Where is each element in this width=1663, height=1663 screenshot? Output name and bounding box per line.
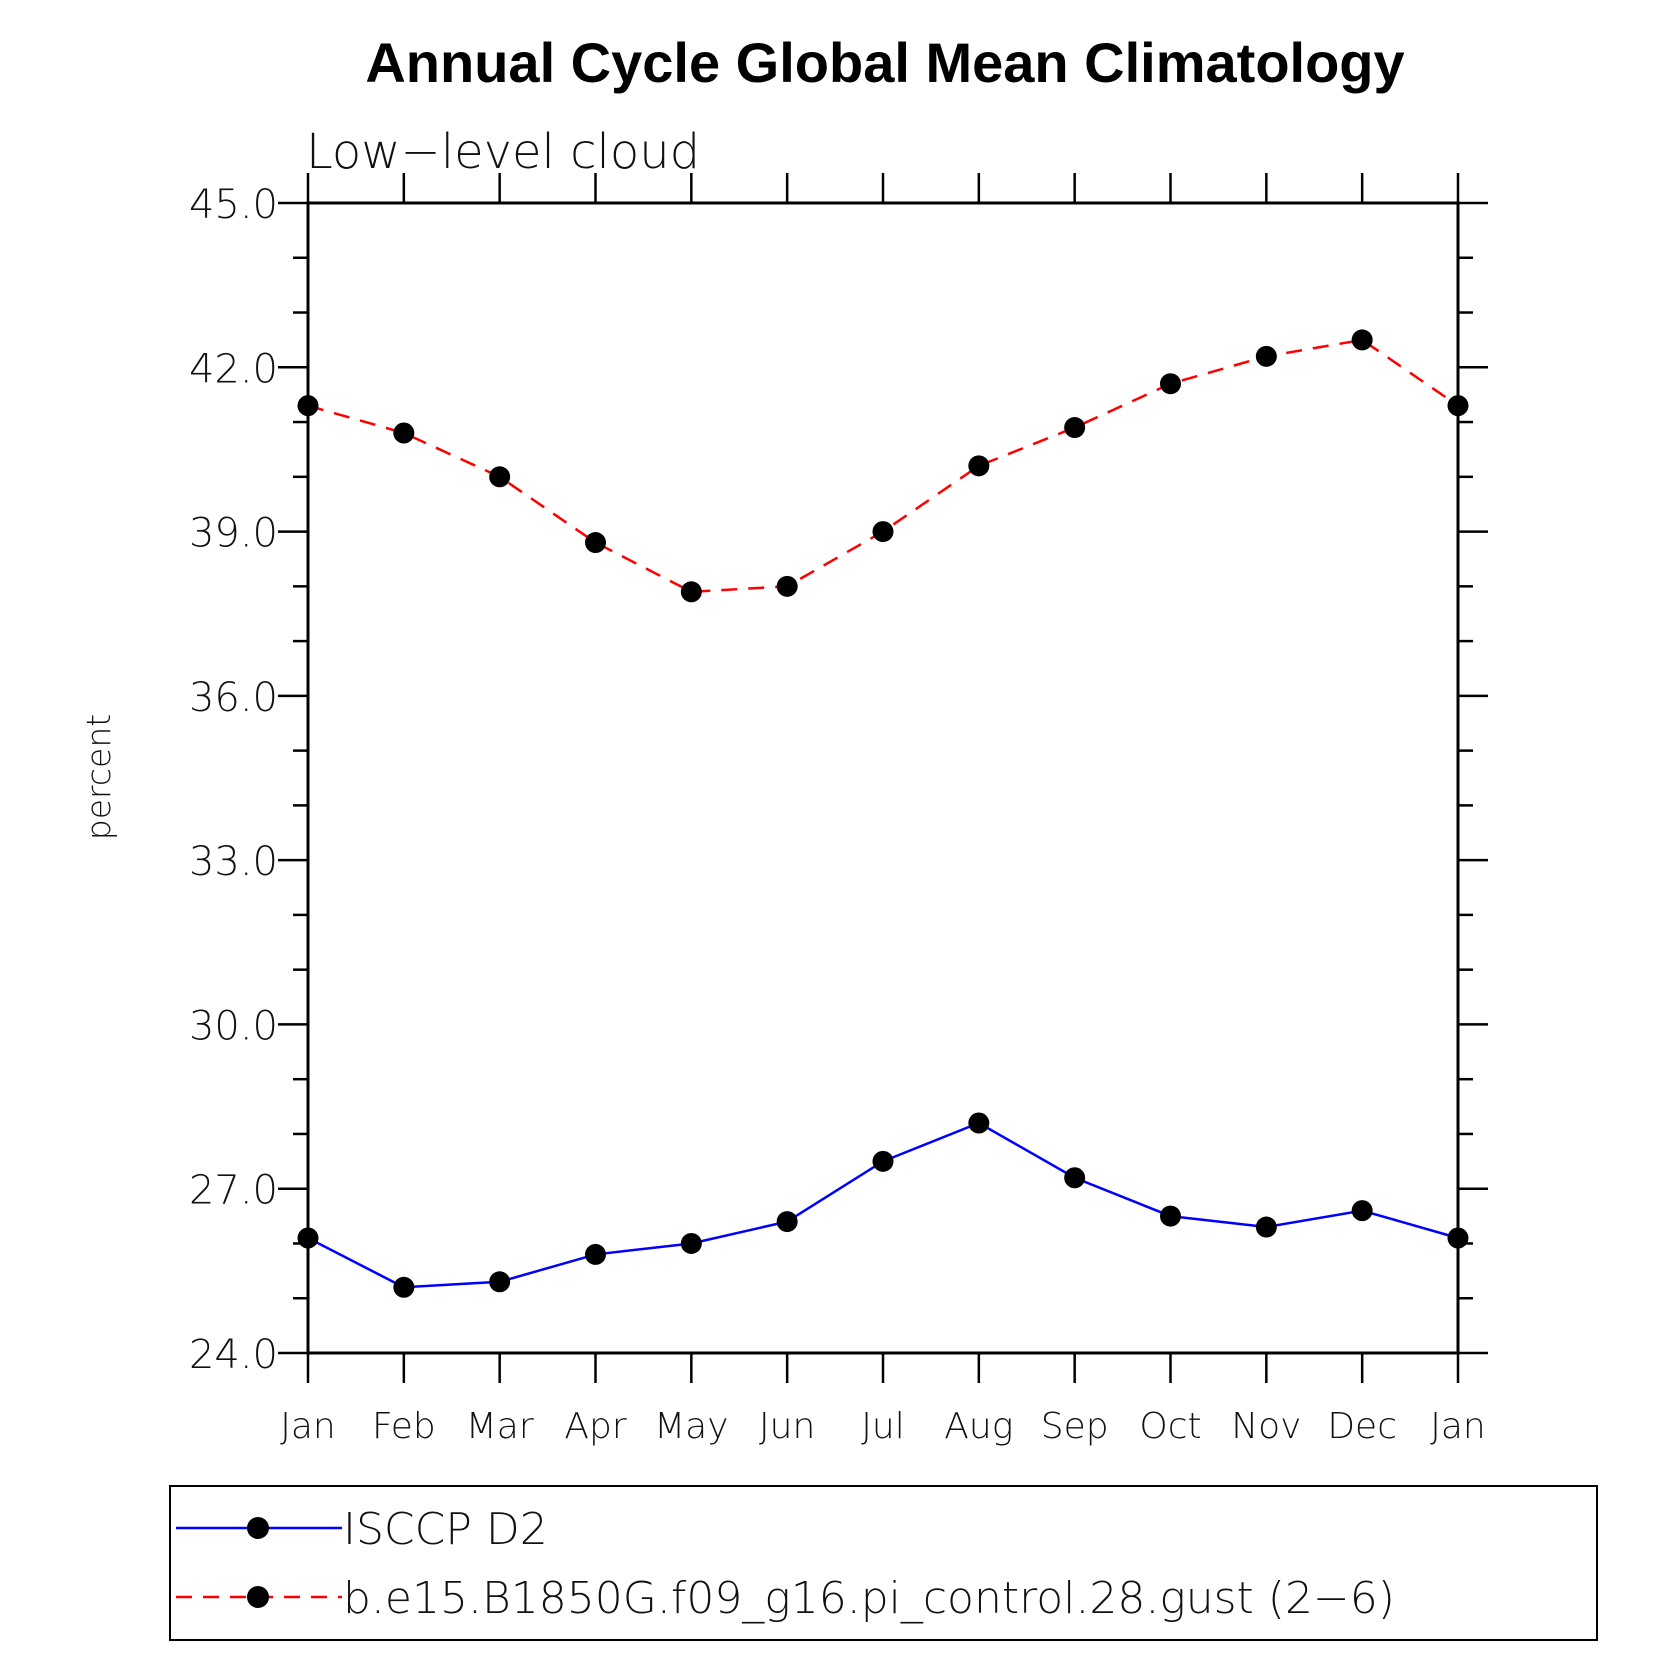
data-point — [1255, 1216, 1277, 1238]
data-point — [680, 1232, 702, 1254]
data-point — [776, 575, 798, 597]
y-tick-label: 33.0 — [189, 839, 278, 885]
data-point — [489, 466, 511, 488]
data-point — [1160, 1205, 1181, 1227]
data-point — [489, 1271, 511, 1293]
chart-title: Annual Cycle Global Mean Climatology — [365, 31, 1404, 94]
x-tick-label: Nov — [1231, 1406, 1301, 1447]
x-tick-label: Dec — [1327, 1406, 1397, 1447]
legend-label-isccp: ISCCP D2 — [343, 1504, 548, 1555]
legend-label-model: b.e15.B1850G.f09_g16.pi_control.28.gust … — [343, 1573, 1395, 1624]
y-tick-labels: 24.0 27.0 30.0 33.0 36.0 39.0 42.0 45.0 — [189, 182, 278, 1378]
data-point — [872, 1150, 894, 1172]
legend: ISCCP D2 b.e15.B1850G.f09_g16.pi_control… — [169, 1485, 1598, 1641]
y-tick-label: 39.0 — [189, 511, 278, 557]
series-1 — [297, 329, 1469, 603]
data-point — [297, 395, 319, 417]
data-point — [968, 1112, 990, 1134]
data-point — [1447, 1227, 1469, 1249]
data-point — [1351, 1200, 1373, 1222]
x-tick-label: Sep — [1041, 1406, 1109, 1447]
series-line — [307, 338, 1459, 594]
data-point — [393, 1276, 415, 1298]
series-line — [307, 1121, 1459, 1289]
x-tick-label: Feb — [372, 1406, 436, 1447]
data-point — [1351, 329, 1373, 351]
y-tick-label: 24.0 — [189, 1332, 278, 1378]
data-point — [872, 521, 894, 543]
data-point — [1447, 395, 1469, 417]
chart-subtitle: Low−level cloud — [306, 124, 700, 180]
x-tick-label: Jul — [861, 1406, 904, 1447]
x-tick-label: Aug — [944, 1406, 1013, 1447]
legend-marker-isccp — [247, 1517, 269, 1539]
data-point — [393, 422, 415, 444]
x-tick-label: Oct — [1139, 1406, 1201, 1447]
plot-frame — [306, 201, 1460, 1355]
x-tick-labels: Jan Feb Mar Apr May Jun Jul Aug Sep Oct Nov Dec Jan — [280, 1406, 1486, 1447]
y-tick-label: 36.0 — [189, 675, 278, 721]
series-0 — [297, 1112, 1469, 1298]
y-axis-label: percent — [79, 714, 118, 840]
legend-box — [169, 1485, 1598, 1641]
y-tick-label: 27.0 — [189, 1168, 278, 1214]
data-point — [680, 581, 702, 603]
data-point — [776, 1211, 798, 1233]
y-tick-label: 42.0 — [189, 346, 278, 392]
data-point — [1160, 373, 1181, 395]
data-point — [297, 1227, 319, 1249]
x-tick-label: Jan — [1430, 1406, 1486, 1447]
x-tick-label: Jan — [280, 1406, 336, 1447]
axis-ticks — [278, 173, 1488, 1383]
data-point — [1064, 1167, 1086, 1189]
legend-marker-model — [247, 1586, 269, 1608]
x-tick-label: Mar — [466, 1406, 534, 1447]
y-tick-label: 30.0 — [189, 1003, 278, 1049]
x-tick-label: May — [654, 1406, 728, 1447]
data-point — [1064, 417, 1086, 439]
data-point — [585, 1243, 606, 1265]
data-point — [585, 532, 606, 554]
data-point — [1255, 345, 1277, 367]
y-tick-label: 45.0 — [189, 182, 278, 228]
x-tick-label: Jun — [759, 1406, 815, 1447]
data-point — [968, 455, 990, 477]
series-layer — [297, 329, 1469, 1298]
x-tick-label: Apr — [564, 1406, 626, 1447]
